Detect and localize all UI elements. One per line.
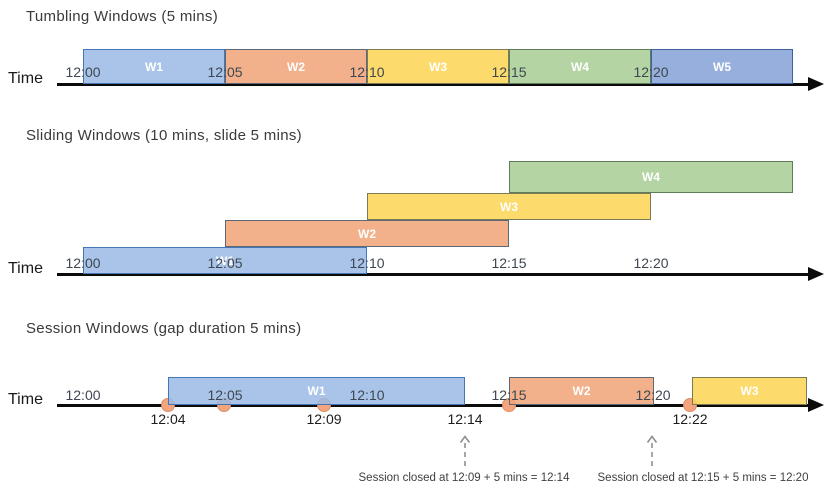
tick-label: 12:20 xyxy=(633,64,669,80)
session-time-axis xyxy=(57,404,810,407)
window-label-w3: W3 xyxy=(429,59,447,74)
tick-label: 12:15 xyxy=(491,64,527,80)
tick-label: 12:00 xyxy=(65,64,101,80)
window-box-w2 xyxy=(225,49,367,84)
session-annotation: Session closed at 12:15 + 5 mins = 12:20 xyxy=(597,472,809,484)
window-box-w1 xyxy=(83,247,367,274)
dashed-up-arrow-icon xyxy=(459,434,471,468)
window-label-w4: W4 xyxy=(571,59,589,74)
session-time-label: Time xyxy=(8,391,43,408)
tick-label: 12:05 xyxy=(207,64,243,80)
window-box-w4 xyxy=(509,161,793,193)
tick-label: 12:15 xyxy=(491,387,527,403)
window-label-w2: W2 xyxy=(287,59,305,74)
window-label-w4: W4 xyxy=(642,170,660,184)
window-label-w3: W3 xyxy=(740,384,759,398)
window-label-w5: W5 xyxy=(713,59,731,74)
window-box-w2 xyxy=(509,377,654,405)
window-label-w3: W3 xyxy=(500,199,518,214)
tumbling-time-label: Time xyxy=(8,70,43,87)
sliding-time-label: Time xyxy=(8,260,43,277)
sliding-axis-arrowhead-icon xyxy=(808,267,824,281)
session-axis-arrowhead-icon xyxy=(808,398,824,412)
window-box-w4 xyxy=(509,49,651,84)
window-box-w3 xyxy=(367,49,509,84)
window-label-w1: W1 xyxy=(307,384,326,398)
window-box-w1 xyxy=(83,49,225,84)
tumbling-time-axis xyxy=(57,83,810,86)
session-section-title: Session Windows (gap duration 5 mins) xyxy=(26,320,302,337)
dashed-up-arrow-icon xyxy=(646,434,658,468)
window-box-w1 xyxy=(168,377,465,405)
tick-label: 12:05 xyxy=(207,255,243,271)
window-label-w1: W1 xyxy=(216,253,234,268)
window-box-w2 xyxy=(225,220,509,247)
tick-label: 12:05 xyxy=(207,387,243,403)
tumbling-section-title: Tumbling Windows (5 mins) xyxy=(26,8,218,25)
tick-label: 12:00 xyxy=(65,387,101,403)
window-box-w5 xyxy=(651,49,793,84)
window-box-w3 xyxy=(367,193,651,220)
window-label-w1: W1 xyxy=(145,59,163,74)
tick-label: 12:00 xyxy=(65,255,101,271)
window-label-w2: W2 xyxy=(572,384,591,398)
window-box-w3 xyxy=(692,377,807,405)
tumbling-axis-arrowhead-icon xyxy=(808,77,824,91)
tick-label: 12:20 xyxy=(633,255,669,271)
tick-label: 12:20 xyxy=(635,387,671,403)
event-label: 12:09 xyxy=(306,411,342,427)
window-label-w2: W2 xyxy=(358,226,376,241)
tick-label: 12:10 xyxy=(349,387,385,403)
session-annotation: Session closed at 12:09 + 5 mins = 12:14 xyxy=(358,472,570,484)
tick-label: 12:15 xyxy=(491,255,527,271)
event-label: 12:22 xyxy=(672,411,708,427)
sliding-time-axis xyxy=(57,273,810,276)
event-label: 12:04 xyxy=(150,411,186,427)
event-label: 12:14 xyxy=(447,411,483,427)
tick-label: 12:10 xyxy=(349,255,385,271)
sliding-section-title: Sliding Windows (10 mins, slide 5 mins) xyxy=(26,127,302,144)
tick-label: 12:10 xyxy=(349,64,385,80)
